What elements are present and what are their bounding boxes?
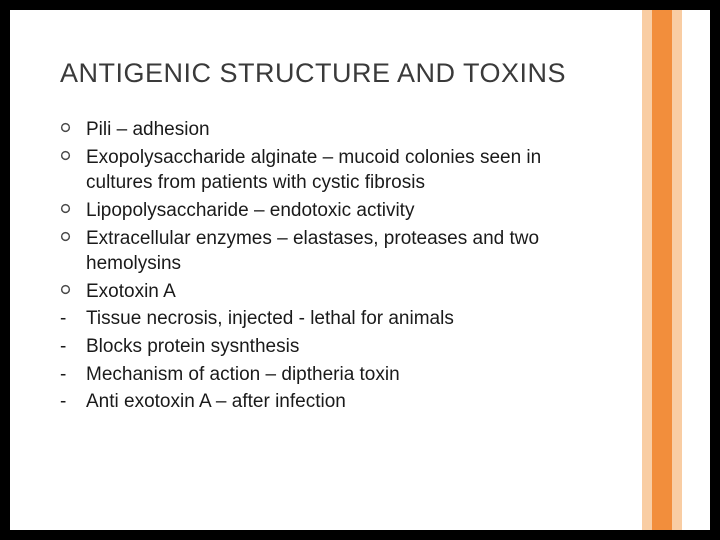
list-item: Pili – adhesion (60, 117, 590, 143)
list-item: Extracellular enzymes – elastases, prote… (60, 226, 590, 277)
dash-bullet-icon: - (60, 389, 86, 415)
list-item-text: Pili – adhesion (86, 117, 590, 143)
list-item-text: Extracellular enzymes – elastases, prote… (86, 226, 590, 277)
list-item-text: Blocks protein sysnthesis (86, 334, 590, 360)
list-item-text: Exopolysaccharide alginate – mucoid colo… (86, 145, 590, 196)
dash-bullet-icon: - (60, 306, 86, 332)
list-item-text: Mechanism of action – diptheria toxin (86, 362, 590, 388)
list-item: - Mechanism of action – diptheria toxin (60, 362, 590, 388)
list-item: Exopolysaccharide alginate – mucoid colo… (60, 145, 590, 196)
circle-bullet-icon (60, 198, 86, 214)
list-item: - Blocks protein sysnthesis (60, 334, 590, 360)
circle-bullet-icon (60, 117, 86, 133)
list-item: - Anti exotoxin A – after infection (60, 389, 590, 415)
slide-title: ANTIGENIC STRUCTURE AND TOXINS (60, 58, 660, 89)
list-item-text: Tissue necrosis, injected - lethal for a… (86, 306, 590, 332)
circle-bullet-icon (60, 145, 86, 161)
list-item-text: Exotoxin A (86, 279, 590, 305)
list-item-text: Anti exotoxin A – after infection (86, 389, 590, 415)
circle-bullet-icon (60, 279, 86, 295)
circle-bullet-icon (60, 226, 86, 242)
list-item-text: Lipopolysaccharide – endotoxic activity (86, 198, 590, 224)
slide: ANTIGENIC STRUCTURE AND TOXINS Pili – ad… (10, 10, 710, 530)
list-item: - Tissue necrosis, injected - lethal for… (60, 306, 590, 332)
list-item: Lipopolysaccharide – endotoxic activity (60, 198, 590, 224)
list-item: Exotoxin A (60, 279, 590, 305)
dash-bullet-icon: - (60, 362, 86, 388)
slide-content: Pili – adhesion Exopolysaccharide algina… (60, 117, 660, 415)
dash-bullet-icon: - (60, 334, 86, 360)
